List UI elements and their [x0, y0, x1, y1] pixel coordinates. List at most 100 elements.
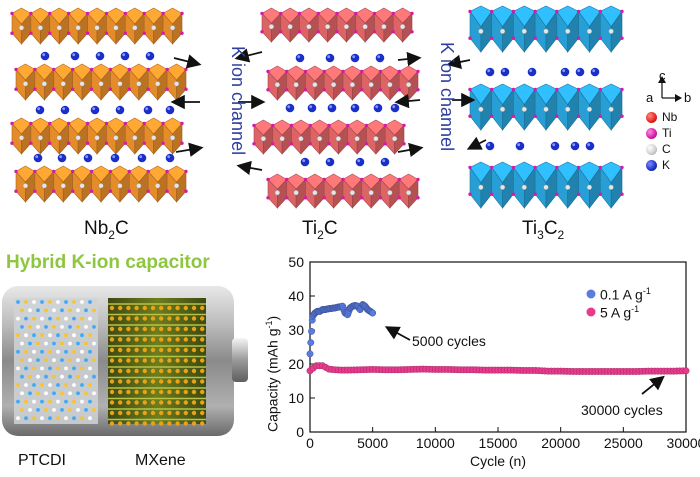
mxene-atom: [183, 337, 188, 342]
surface-atom: [391, 11, 395, 16]
k-ion-highlight: [375, 105, 379, 109]
capacity-chart: 0 10 20 30 40 50 0 5000 10000 15000 20000 25000 3000…: [288, 254, 700, 469]
c-atom: [98, 183, 104, 189]
ptcdi-atom: [44, 308, 48, 313]
ptcdi-atom: [56, 383, 60, 387]
surface-atom: [490, 9, 494, 14]
surface-atom: [397, 196, 401, 200]
k-ion-highlight: [309, 105, 313, 109]
ptcdi-atom: [92, 358, 96, 362]
mxene-atom: [191, 421, 197, 426]
y-tick-label: 10: [288, 390, 304, 406]
surface-atom: [303, 69, 308, 74]
k-ion: [325, 53, 335, 63]
k-ion-highlight: [97, 53, 101, 57]
mxene-atom: [142, 316, 147, 321]
surface-atom: [127, 87, 132, 91]
ptcdi-atom: [28, 374, 32, 379]
capacitor-illustration: [2, 286, 248, 436]
surface-atom: [180, 121, 184, 126]
k-ion-highlight: [37, 107, 41, 111]
mxene-atom: [142, 379, 147, 384]
ptcdi-atom: [16, 416, 20, 421]
mxene-label: MXene: [135, 452, 186, 469]
surface-atom: [576, 9, 581, 14]
ptcdi-atom: [64, 316, 68, 321]
ptcdi-atom: [52, 341, 56, 346]
surface-atom: [322, 196, 326, 200]
mxene-atom: [159, 368, 164, 374]
k-ion-highlight: [62, 107, 66, 111]
mxene-atom: [126, 316, 131, 321]
ptcdi-atom: [24, 416, 28, 421]
x-axis-label: Cycle (n): [470, 453, 526, 469]
surface-atom: [70, 189, 75, 193]
ptcdi-atom: [72, 399, 76, 404]
ptcdi-atom: [80, 366, 84, 371]
ptcdi-atom: [64, 349, 68, 354]
mxene-atom: [200, 368, 205, 374]
surface-atom: [108, 87, 113, 91]
ptcdi-atom: [92, 374, 96, 379]
ptcdi-atom: [88, 349, 92, 354]
surface-atom: [142, 141, 146, 145]
mxene-atom: [200, 347, 205, 353]
surface-atom: [598, 165, 602, 170]
k-ion: [575, 67, 585, 77]
k-ion: [137, 153, 147, 163]
k-ion: [350, 103, 360, 113]
surface-atom: [252, 123, 256, 128]
c-atom: [343, 24, 349, 30]
ptcdi-atom: [48, 383, 52, 387]
c-atom: [331, 82, 337, 88]
data-point: [369, 309, 377, 317]
surface-atom: [279, 11, 283, 16]
surface-atom: [303, 177, 308, 182]
surface-atom: [402, 123, 406, 128]
c-atom: [113, 25, 119, 31]
c-atom: [354, 136, 360, 142]
c-atom: [260, 136, 266, 142]
c-atom: [325, 24, 331, 30]
mxene-atom: [126, 305, 131, 311]
ptcdi-atom: [60, 408, 64, 412]
surface-atom: [620, 114, 624, 118]
surface-atom: [341, 88, 345, 92]
c-atom: [169, 25, 176, 31]
c-atom: [287, 24, 293, 30]
surface-atom: [104, 31, 109, 35]
k-ion-highlight: [517, 143, 521, 147]
surface-atom: [180, 11, 184, 16]
ti2c-label: Ti2C: [302, 218, 338, 242]
ptcdi-atom: [48, 416, 52, 421]
mxene-atom: [200, 316, 205, 321]
ptcdi-atom: [88, 366, 92, 371]
c-atom: [608, 28, 614, 34]
k-ion: [560, 67, 570, 77]
channel-arrow: [397, 142, 424, 158]
k-ion: [83, 153, 93, 163]
x-tick-label: 15000: [479, 435, 518, 451]
data-point: [682, 367, 690, 375]
mxene-atom: [200, 400, 205, 405]
k-ion-highlight: [572, 143, 576, 147]
k-ion: [165, 105, 175, 115]
surface-atom: [360, 69, 364, 74]
mxene-atom: [159, 305, 164, 311]
surface-atom: [48, 141, 52, 145]
mxene-atom: [183, 305, 188, 311]
k-ion-highlight: [35, 155, 39, 159]
surface-atom: [346, 123, 350, 128]
ptcdi-atom: [52, 308, 56, 313]
surface-atom: [341, 196, 345, 200]
mxene-atom: [134, 316, 139, 321]
mxene-atom: [109, 389, 115, 395]
c-atom: [543, 184, 549, 190]
ptcdi-atom: [92, 408, 96, 412]
mxene-atom: [150, 358, 156, 363]
mxene-atom: [159, 326, 164, 332]
ptcdi-atom: [16, 300, 20, 304]
mxene-atom: [167, 316, 172, 321]
ptcdi-atom: [36, 374, 40, 379]
